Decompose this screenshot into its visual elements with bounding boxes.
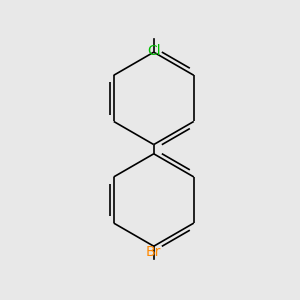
Text: Cl: Cl [147, 44, 160, 58]
Text: Br: Br [146, 245, 161, 259]
